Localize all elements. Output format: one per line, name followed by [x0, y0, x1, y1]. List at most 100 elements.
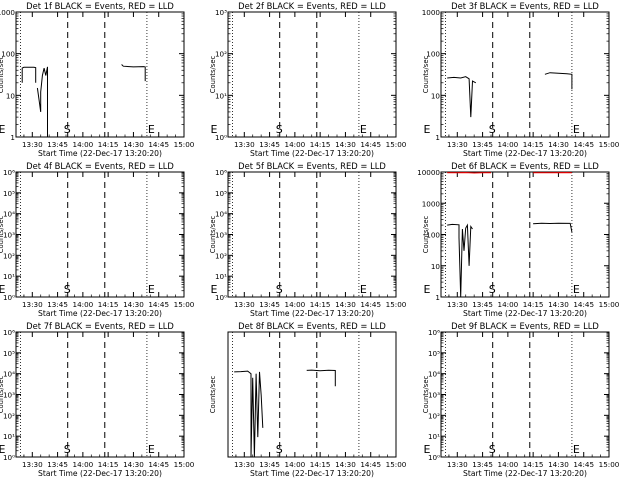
panel-title: Det 3f BLACK = Events, RED = LLD — [451, 1, 599, 11]
y-tick-label: 10⁵ — [215, 189, 227, 198]
x-axis-label: Start Time (22-Dec-17 13:20:20) — [250, 469, 374, 478]
y-tick-label: 1 — [435, 293, 440, 302]
y-tick-label: 10 — [431, 262, 441, 271]
x-tick-label: 15:00 — [174, 460, 195, 469]
y-tick-label: 10⁰ — [215, 293, 227, 302]
end-label-E: E — [148, 283, 155, 296]
x-tick-label: 14:00 — [285, 460, 306, 469]
y-tick-label: 10⁶ — [428, 328, 440, 337]
label-S: S — [276, 443, 283, 456]
y-tick-label: 100 — [1, 50, 15, 59]
y-tick-label: 10³ — [215, 231, 227, 240]
y-tick-label: 1000 — [422, 8, 441, 17]
events-series-segment — [533, 222, 573, 233]
x-tick-label: 14:15 — [523, 300, 544, 309]
x-tick-label: 13:30 — [447, 300, 468, 309]
y-tick-label: 10⁰ — [3, 293, 15, 302]
x-tick-label: 15:00 — [386, 300, 407, 309]
panel-det-2f: Det 2f BLACK = Events, RED = LLD 10⁰ 10¹ 10… — [209, 1, 407, 158]
y-tick-label: 1000 — [422, 199, 441, 208]
y-tick-label: 10¹ — [215, 272, 227, 281]
y-tick-label: 10¹ — [3, 272, 15, 281]
x-tick-label: 15:00 — [386, 460, 407, 469]
x-tick-label: 14:45 — [148, 300, 169, 309]
x-axis-label: Start Time (22-Dec-17 13:20:20) — [463, 309, 587, 318]
x-tick-label: 14:45 — [148, 460, 169, 469]
y-tick-label: 10 — [6, 91, 16, 100]
panel-title: Det 2f BLACK = Events, RED = LLD — [238, 1, 386, 11]
x-tick-label: 13:30 — [22, 460, 43, 469]
x-tick-label: 14:15 — [310, 460, 331, 469]
y-axis-label: Counts/sec — [209, 216, 217, 254]
x-tick-label: 13:30 — [447, 140, 468, 149]
x-tick-label: 14:30 — [335, 300, 356, 309]
x-tick-label: 14:00 — [498, 300, 519, 309]
y-tick-label: 10⁶ — [3, 328, 15, 337]
x-tick-label: 14:45 — [360, 460, 381, 469]
plot-frame — [440, 11, 610, 138]
x-tick-label: 14:30 — [123, 460, 144, 469]
panel-title: Det 4f BLACK = Events, RED = LLD — [26, 161, 174, 171]
end-label-E: E — [360, 123, 367, 136]
x-axis-label: Start Time (22-Dec-17 13:20:20) — [38, 469, 162, 478]
panel-det-1f: Det 1f BLACK = Events, RED = LLD 1 10 100 10… — [0, 1, 195, 158]
x-tick-label: 14:30 — [548, 300, 569, 309]
y-tick-label: 10⁴ — [215, 210, 227, 219]
y-tick-label: 100 — [426, 231, 440, 240]
start-label-E: E — [211, 123, 218, 136]
x-tick-label: 14:15 — [523, 460, 544, 469]
y-tick-label: 10⁵ — [3, 189, 15, 198]
x-tick-label: 14:45 — [573, 460, 594, 469]
x-tick-label: 13:45 — [472, 140, 493, 149]
x-axis-label: Start Time (22-Dec-17 13:20:20) — [250, 149, 374, 158]
events-series-segment — [121, 64, 146, 82]
x-tick-label: 15:00 — [599, 460, 620, 469]
x-tick-label: 14:30 — [548, 140, 569, 149]
y-axis-label: Counts/sec — [209, 56, 217, 94]
x-tick-label: 14:45 — [360, 140, 381, 149]
x-tick-label: 14:15 — [310, 140, 331, 149]
start-label-E: E — [424, 443, 431, 456]
panel-det-6f: Det 6f BLACK = Events, RED = LLD 1 10 100 10… — [417, 161, 620, 318]
panel-title: Det 8f BLACK = Events, RED = LLD — [238, 321, 386, 331]
label-S: S — [64, 443, 71, 456]
plot-frame — [440, 331, 610, 458]
label-S: S — [64, 283, 71, 296]
end-label-E: E — [148, 123, 155, 136]
y-tick-label: 10⁰ — [428, 453, 440, 462]
x-tick-label: 14:30 — [548, 460, 569, 469]
plot-frame — [15, 11, 185, 138]
x-tick-label: 14:00 — [73, 140, 94, 149]
x-tick-label: 15:00 — [599, 140, 620, 149]
y-tick-label: 10² — [215, 251, 227, 260]
x-axis-label: Start Time (22-Dec-17 13:20:20) — [38, 309, 162, 318]
y-tick-label: 10 — [431, 91, 441, 100]
x-tick-label: 15:00 — [174, 300, 195, 309]
events-series-segment — [36, 66, 48, 137]
y-tick-label: 10¹ — [3, 432, 15, 441]
y-tick-label: 10² — [3, 411, 15, 420]
x-tick-label: 15:00 — [174, 140, 195, 149]
x-axis-label: Start Time (22-Dec-17 13:20:20) — [250, 309, 374, 318]
panel-det-8f: Det 8f BLACK = Events, RED = LLD 13:30 13:… — [209, 321, 407, 478]
end-label-E: E — [573, 123, 580, 136]
end-label-E: E — [148, 443, 155, 456]
x-tick-label: 13:30 — [22, 140, 43, 149]
y-tick-label: 10² — [215, 50, 227, 59]
x-tick-label: 14:45 — [360, 300, 381, 309]
y-tick-label: 10³ — [3, 391, 15, 400]
y-tick-label: 10⁵ — [3, 349, 15, 358]
events-series-segment — [447, 223, 473, 298]
x-tick-label: 15:00 — [386, 140, 407, 149]
start-label-E: E — [0, 123, 6, 136]
x-tick-label: 13:45 — [472, 460, 493, 469]
x-tick-label: 14:00 — [285, 300, 306, 309]
label-S: S — [489, 443, 496, 456]
y-tick-label: 10000 — [417, 168, 440, 177]
x-tick-label: 14:15 — [523, 140, 544, 149]
x-axis-label: Start Time (22-Dec-17 13:20:20) — [463, 469, 587, 478]
x-tick-label: 14:15 — [98, 460, 119, 469]
panel-title: Det 1f BLACK = Events, RED = LLD — [26, 1, 174, 11]
y-tick-label: 10⁰ — [3, 453, 15, 462]
